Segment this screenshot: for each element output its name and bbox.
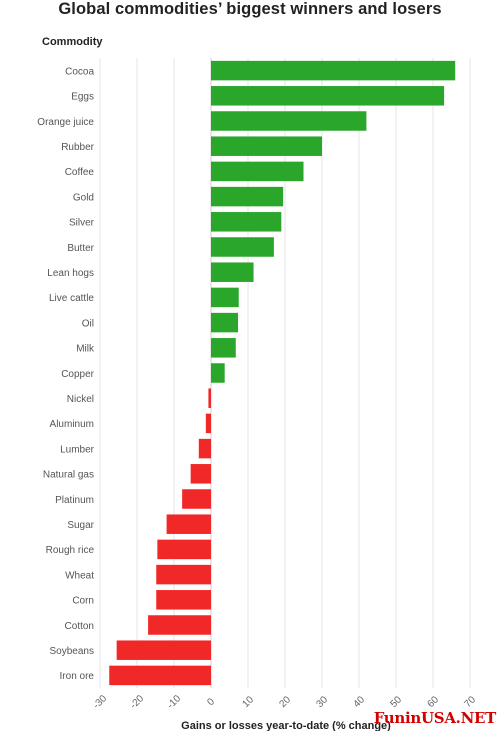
bar xyxy=(157,539,211,560)
category-label: Butter xyxy=(67,243,94,254)
category-label: Silver xyxy=(69,218,95,229)
category-label: Orange juice xyxy=(37,117,94,128)
bar xyxy=(156,590,211,610)
category-label: Wheat xyxy=(65,570,94,581)
bar xyxy=(211,60,456,81)
category-label: Corn xyxy=(72,596,94,607)
x-tick-label: -10 xyxy=(165,693,183,711)
bar xyxy=(156,564,211,585)
bar xyxy=(211,363,225,383)
category-label: Nickel xyxy=(67,394,94,405)
category-label: Platinum xyxy=(55,495,94,506)
category-label: Live cattle xyxy=(49,293,94,304)
bar xyxy=(211,338,236,358)
category-label: Lumber xyxy=(60,444,95,455)
category-label: Oil xyxy=(82,318,94,329)
x-tick-label: -20 xyxy=(128,693,146,711)
bar xyxy=(211,86,445,106)
bar xyxy=(211,237,274,257)
category-header: Commodity xyxy=(42,36,103,48)
bar xyxy=(166,514,211,534)
x-tick-label: 40 xyxy=(351,694,367,710)
category-label: Lean hogs xyxy=(47,268,94,279)
category-label: Rubber xyxy=(61,142,94,153)
watermark: FuninUSA.NET xyxy=(373,709,497,727)
category-label: Soybeans xyxy=(50,646,94,657)
bar xyxy=(205,413,211,434)
bar xyxy=(109,665,211,686)
category-label: Cocoa xyxy=(65,66,94,77)
bar xyxy=(211,186,284,207)
bar xyxy=(182,489,211,509)
category-label: Milk xyxy=(76,344,95,355)
category-label: Sugar xyxy=(67,520,94,531)
bar xyxy=(211,262,254,282)
category-label: Gold xyxy=(73,192,94,203)
bar xyxy=(211,212,282,232)
category-label: Rough rice xyxy=(46,545,95,556)
x-tick-label: 10 xyxy=(240,694,256,710)
category-label: Aluminum xyxy=(50,419,94,430)
category-label: Natural gas xyxy=(43,470,94,481)
x-tick-label: 50 xyxy=(388,694,404,710)
category-label: Iron ore xyxy=(60,671,95,682)
x-tick-label: 70 xyxy=(462,694,478,710)
x-tick-label: 60 xyxy=(425,694,441,710)
bar xyxy=(116,640,211,660)
category-label: Eggs xyxy=(71,92,94,103)
bar xyxy=(198,438,211,459)
x-axis-label: Gains or losses year-to-date (% change) xyxy=(181,720,391,731)
bar xyxy=(211,136,322,156)
x-tick-label: -30 xyxy=(91,693,109,711)
bar xyxy=(211,312,239,333)
chart-title: Global commodities’ biggest winners and … xyxy=(58,0,442,18)
category-label: Coffee xyxy=(65,167,95,178)
bar xyxy=(211,287,239,308)
bar xyxy=(148,615,211,635)
category-label: Cotton xyxy=(65,621,94,632)
bar xyxy=(211,161,304,182)
category-label: Copper xyxy=(61,369,94,380)
bar xyxy=(190,464,211,484)
x-tick-label: 0 xyxy=(205,696,217,708)
bar xyxy=(211,111,367,131)
x-tick-label: 20 xyxy=(277,694,293,710)
bar xyxy=(208,388,211,408)
x-tick-label: 30 xyxy=(314,694,330,710)
